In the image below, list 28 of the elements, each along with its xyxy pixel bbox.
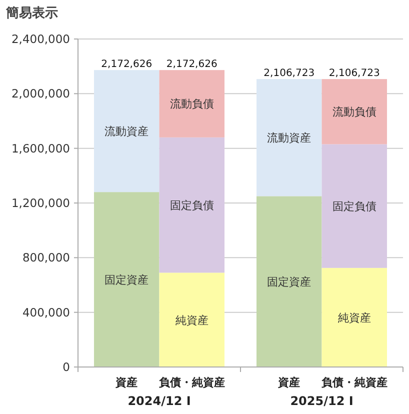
y-tick-label: 2,000,000 [11,86,70,101]
total-label: 2,106,723 [264,68,315,80]
x-tick-label: 負債・純資産 [158,376,225,389]
y-tick-label: 800,000 [22,250,70,265]
series-label: 流動資産 [104,125,149,138]
series-label: 固定負債 [332,200,376,214]
y-tick-label: 1,200,000 [11,196,70,210]
series-label: 流動負債 [170,98,214,111]
series-label: 流動資産 [267,132,312,145]
series-label: 固定負債 [170,199,214,212]
series-label: 固定資産 [267,276,312,289]
y-tick-label: 2,400,000 [11,32,70,46]
x-tick-label: 資産 [114,376,138,389]
x-axis-title: 2024/12 I [128,394,191,408]
chart-title: 簡易表示 [5,6,58,21]
series-label: 流動負債 [332,106,376,119]
total-label: 2,106,723 [328,68,380,80]
total-label: 2,172,626 [166,59,218,70]
x-tick-label: 資産 [277,376,300,389]
series-label: 純資産 [338,311,371,324]
total-label: 2,172,626 [101,59,152,70]
y-tick-label: 0 [62,360,70,374]
y-tick-label: 400,000 [22,305,70,320]
y-tick-label: 1,600,000 [11,141,70,156]
x-tick-label: 負債・純資産 [320,376,388,389]
x-axis-title: 2025/12 I [290,394,354,408]
series-label: 純資産 [175,314,208,327]
series-label: 固定資産 [104,274,149,287]
